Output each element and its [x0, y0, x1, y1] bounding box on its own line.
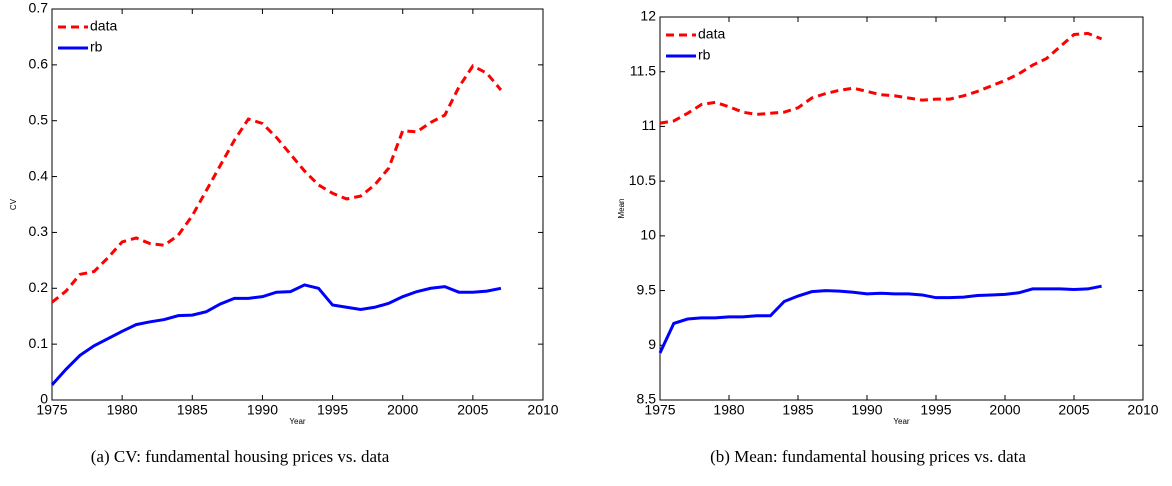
x-tick-label: 1990: [247, 402, 278, 418]
x-axis-label: Year: [289, 417, 306, 426]
y-tick-label: 12: [640, 8, 656, 24]
plot-frame: [659, 16, 1144, 401]
x-tick-label: 1980: [107, 402, 138, 418]
y-tick-label: 10: [640, 227, 656, 243]
y-tick-label: 0.1: [29, 335, 49, 351]
y-tick-label: 9: [648, 336, 656, 352]
x-tick-label: 1990: [851, 402, 882, 418]
x-tick-label: 1975: [644, 402, 675, 418]
caption: (a) CV: fundamental housing prices vs. d…: [91, 447, 390, 466]
legend-label: data: [698, 26, 725, 42]
x-tick-label: 2000: [387, 402, 418, 418]
y-axis-label: CV: [9, 198, 18, 210]
x-tick-label: 2010: [1127, 402, 1158, 418]
legend-label: data: [90, 18, 117, 34]
y-tick-label: 11: [641, 117, 656, 133]
x-tick-label: 1995: [920, 402, 951, 418]
series-line: [658, 284, 1102, 354]
caption: (b) Mean: fundamental housing prices vs.…: [710, 447, 1026, 466]
x-tick-label: 1975: [36, 402, 67, 418]
x-tick-label: 1985: [177, 402, 208, 418]
y-tick-label: 0.2: [29, 279, 49, 295]
legend-label: rb: [698, 47, 711, 63]
x-tick-label: 1985: [782, 402, 813, 418]
series-line: [50, 283, 502, 386]
y-tick-label: 0.3: [29, 223, 49, 239]
series-line: [659, 31, 1103, 125]
y-tick-label: 11.5: [630, 62, 656, 78]
x-tick-label: 1995: [317, 402, 348, 418]
y-tick-label: 0.5: [29, 111, 49, 127]
x-tick-label: 2005: [1058, 402, 1089, 418]
x-tick-label: 2000: [989, 402, 1020, 418]
y-tick-label: 10.5: [629, 172, 656, 188]
y-tick-label: 0.6: [29, 56, 49, 72]
x-axis-label: Year: [893, 417, 910, 426]
x-tick-label: 2005: [457, 402, 488, 418]
legend-label: rb: [90, 39, 103, 55]
series-line: [51, 64, 503, 304]
plot-frame: [51, 8, 544, 401]
y-tick-label: 0.4: [29, 167, 49, 183]
x-tick-label: 1980: [713, 402, 744, 418]
y-tick-label: 8.5: [637, 391, 657, 407]
y-tick-label: 9.5: [637, 281, 657, 297]
y-tick-label: 0.7: [29, 0, 49, 16]
y-tick-label: 0: [40, 391, 48, 407]
y-axis-label: Mean: [617, 198, 626, 218]
x-tick-label: 2010: [527, 402, 558, 418]
